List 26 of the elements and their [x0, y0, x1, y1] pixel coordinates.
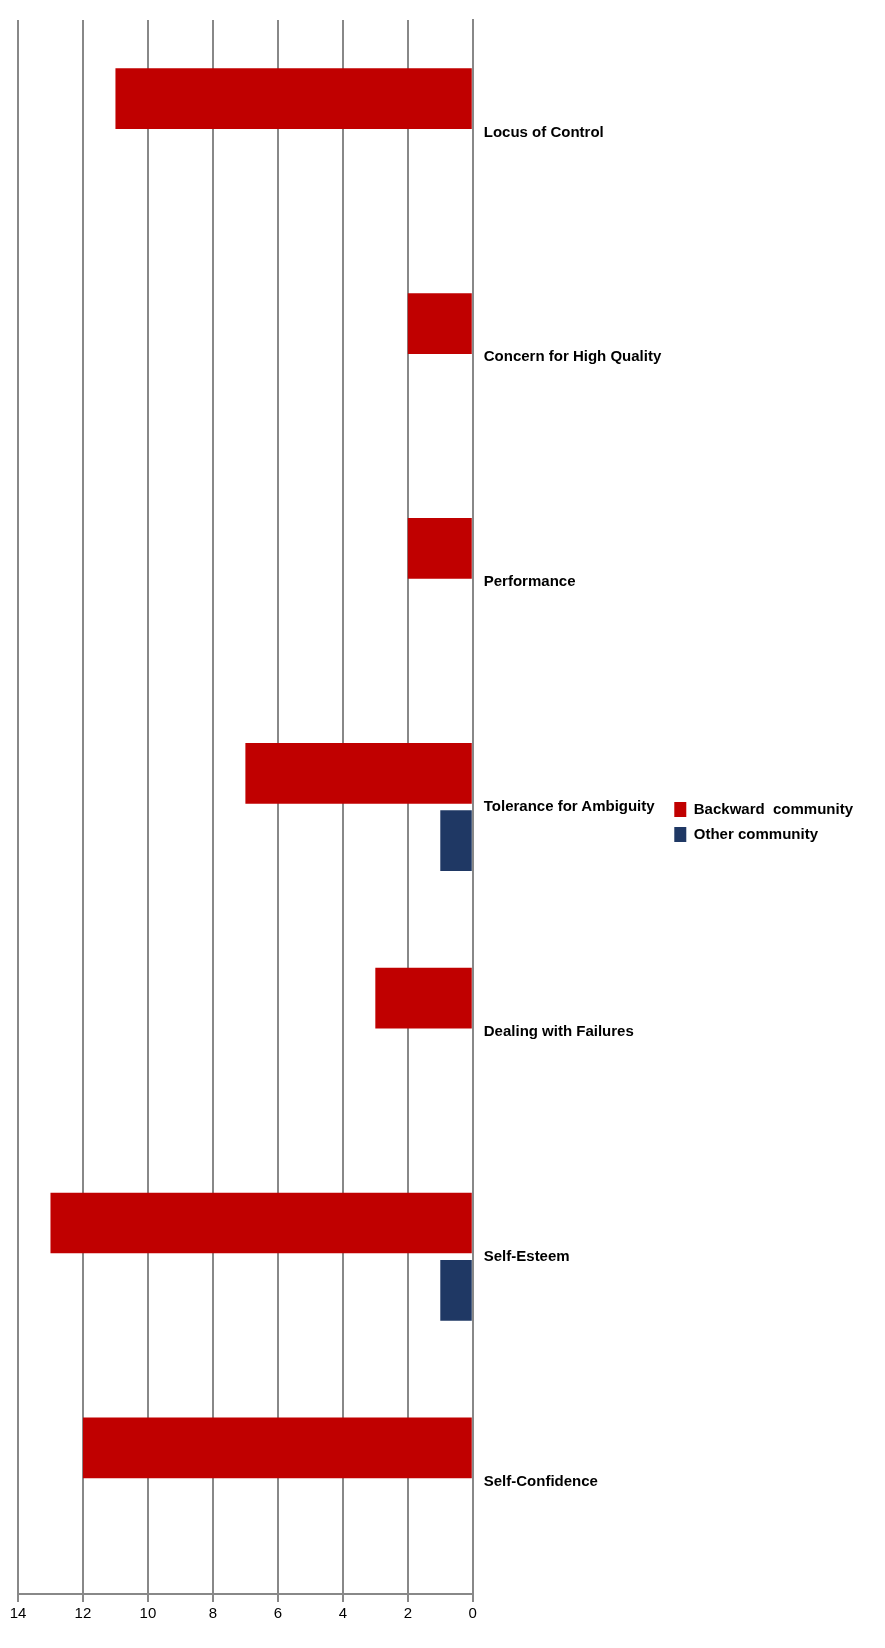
y-tick-label: Locus of Control: [483, 122, 604, 140]
y-tick-label: Performance: [483, 572, 576, 590]
x-tick-label: 8: [208, 1604, 218, 1622]
y-tick-label: Self-Confidence: [483, 1471, 598, 1489]
y-tick-label: Concern for High Quality: [483, 347, 662, 365]
x-tick-label: 2: [403, 1604, 412, 1622]
bar: [82, 1417, 472, 1479]
bar: [245, 742, 472, 804]
x-tick-label: 10: [139, 1604, 157, 1622]
y-tick-label: Self-Esteem: [483, 1246, 570, 1264]
x-tick-label: 6: [273, 1604, 283, 1622]
bar: [50, 1192, 472, 1254]
x-tick-label: 4: [338, 1604, 348, 1622]
bar: [440, 1260, 472, 1321]
bar: [115, 68, 472, 130]
x-tick-label: 14: [9, 1604, 27, 1622]
legend-label: Other community: [693, 824, 819, 842]
legend-label: Backward community: [693, 799, 854, 817]
x-tick-label: 12: [74, 1604, 92, 1622]
bar: [440, 810, 472, 872]
bar: [407, 518, 472, 579]
y-tick-label: Tolerance for Ambiguity: [483, 797, 656, 815]
x-tick-label: 0: [468, 1604, 477, 1622]
y-tick-label: Dealing with Failures: [483, 1022, 634, 1039]
bar: [407, 293, 472, 354]
bar: [375, 967, 472, 1029]
